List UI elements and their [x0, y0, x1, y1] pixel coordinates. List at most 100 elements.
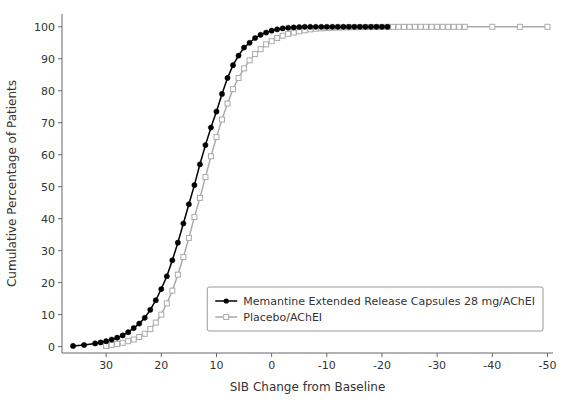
point [308, 24, 313, 29]
point [407, 24, 412, 29]
point [236, 53, 241, 58]
point [252, 35, 257, 40]
point [352, 24, 357, 29]
y-tick [58, 154, 62, 155]
x-tick-label: 10 [209, 359, 223, 372]
point [142, 315, 147, 320]
axes: 3020100-10-20-30-40-50010203040506070809… [34, 14, 556, 372]
point [148, 327, 153, 332]
y-tick-label: 90 [41, 53, 55, 66]
point [269, 28, 274, 33]
point [242, 66, 247, 71]
point [142, 331, 147, 336]
point [379, 24, 384, 29]
point [192, 215, 197, 220]
point [219, 117, 224, 122]
point [379, 24, 384, 29]
y-tick [58, 90, 62, 91]
point [181, 255, 186, 260]
x-tick-label: -20 [373, 359, 391, 372]
x-axis-label: SIB Change from Baseline [230, 380, 386, 394]
point [418, 24, 423, 29]
point [435, 24, 440, 29]
point [341, 24, 346, 29]
point [253, 51, 258, 56]
series [104, 24, 550, 348]
point [203, 143, 208, 148]
point [214, 135, 219, 140]
point [131, 337, 136, 342]
point [291, 25, 296, 30]
point [335, 24, 340, 29]
y-tick [58, 314, 62, 315]
x-tick [161, 353, 162, 357]
point [93, 341, 98, 346]
point [413, 24, 418, 29]
point [402, 24, 407, 29]
point [231, 87, 236, 92]
plot-area [70, 24, 550, 348]
point [197, 195, 202, 200]
x-tick-label: 20 [154, 359, 168, 372]
x-tick-label: -40 [483, 359, 501, 372]
y-tick [58, 346, 62, 347]
point [363, 24, 368, 29]
point [335, 25, 340, 30]
point [391, 24, 396, 29]
x-tick-label: -10 [318, 359, 336, 372]
point [109, 343, 114, 348]
point [291, 30, 296, 35]
point [208, 125, 213, 130]
x-tick-label: 0 [268, 359, 275, 372]
legend-label: Memantine Extended Release Capsules 28 m… [243, 295, 535, 308]
point [396, 24, 401, 29]
point [214, 109, 219, 114]
point [490, 24, 495, 29]
x-axis-line [62, 353, 553, 354]
point [363, 25, 368, 30]
point [264, 30, 269, 35]
point [181, 221, 186, 226]
point [313, 24, 318, 29]
point [137, 321, 142, 326]
point [219, 91, 224, 96]
point [346, 24, 351, 29]
point [170, 258, 175, 263]
point [269, 39, 274, 44]
point [153, 298, 158, 303]
point [357, 25, 362, 30]
point [225, 101, 230, 106]
point [352, 25, 357, 30]
point [120, 333, 125, 338]
point [357, 24, 362, 29]
y-tick [58, 58, 62, 59]
point [164, 274, 169, 279]
point [170, 288, 175, 293]
point [230, 63, 235, 68]
point [175, 240, 180, 245]
point [440, 24, 445, 29]
point [120, 340, 125, 345]
x-tick [271, 353, 272, 357]
x-tick [216, 353, 217, 357]
x-tick [492, 353, 493, 357]
point [236, 75, 241, 80]
legend-marker [224, 298, 229, 303]
legend-marker [224, 315, 229, 320]
point [385, 24, 390, 29]
point [203, 175, 208, 180]
y-tick [58, 218, 62, 219]
point [175, 272, 180, 277]
y-tick-label: 40 [41, 213, 55, 226]
x-tick [547, 353, 548, 357]
point [164, 301, 169, 306]
point [109, 337, 114, 342]
point [186, 202, 191, 207]
y-axis-label: Cumulative Percentage of Patients [5, 80, 19, 287]
x-tick [106, 353, 107, 357]
point [159, 312, 164, 317]
point [275, 27, 280, 32]
point [192, 182, 197, 187]
point [280, 33, 285, 38]
y-tick-label: 10 [41, 309, 55, 322]
